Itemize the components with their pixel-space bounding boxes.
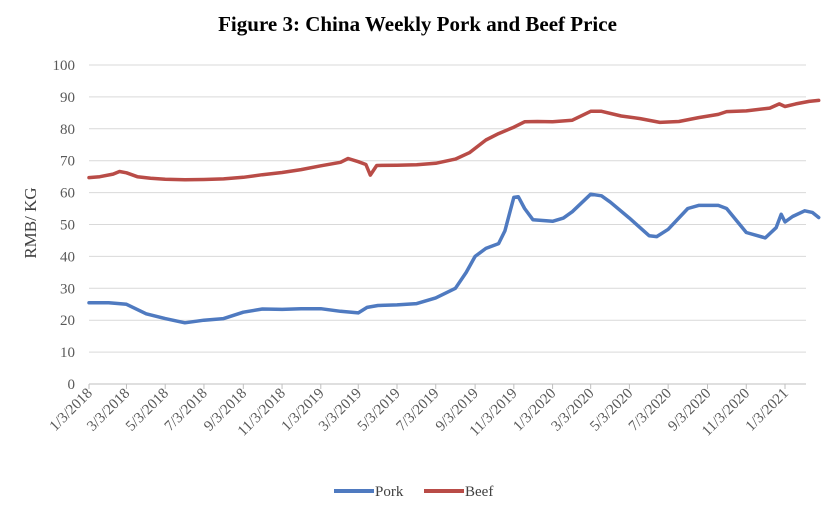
x-tick-label: 7/3/2018 — [162, 386, 211, 435]
y-tick-label: 50 — [60, 218, 75, 234]
y-tick-label: 20 — [60, 313, 75, 329]
gridlines — [89, 64, 806, 385]
y-tick-label: 0 — [68, 377, 76, 393]
y-tick-label: 90 — [60, 90, 75, 106]
series-lines — [87, 98, 821, 325]
y-tick-label: 40 — [60, 249, 75, 265]
legend-label-beef: Beef — [465, 484, 493, 500]
series-line-pork — [87, 192, 821, 325]
y-axis-label: RMB/ KG — [21, 187, 40, 258]
y-tick-label: 60 — [60, 186, 75, 202]
y-tick-label: 80 — [60, 122, 75, 138]
x-tick-label: 7/3/2019 — [394, 386, 443, 435]
legend: Pork Beef — [334, 484, 493, 500]
chart-title: Figure 3: China Weekly Pork and Beef Pri… — [218, 12, 617, 36]
y-axis-ticks: 0 10 20 30 40 50 60 70 80 90 100 — [53, 58, 76, 393]
y-tick-label: 10 — [60, 345, 75, 361]
x-tick-label: 7/3/2020 — [626, 386, 675, 435]
y-tick-label: 30 — [60, 281, 75, 297]
y-tick-label: 70 — [60, 154, 75, 170]
x-tick-label: 1/3/2021 — [743, 386, 792, 435]
y-tick-label: 100 — [53, 58, 76, 74]
legend-label-pork: Pork — [375, 484, 404, 500]
x-axis-ticks: 1/3/20183/3/20185/3/20187/3/20189/3/2018… — [47, 384, 792, 439]
series-line-beef — [87, 98, 821, 182]
